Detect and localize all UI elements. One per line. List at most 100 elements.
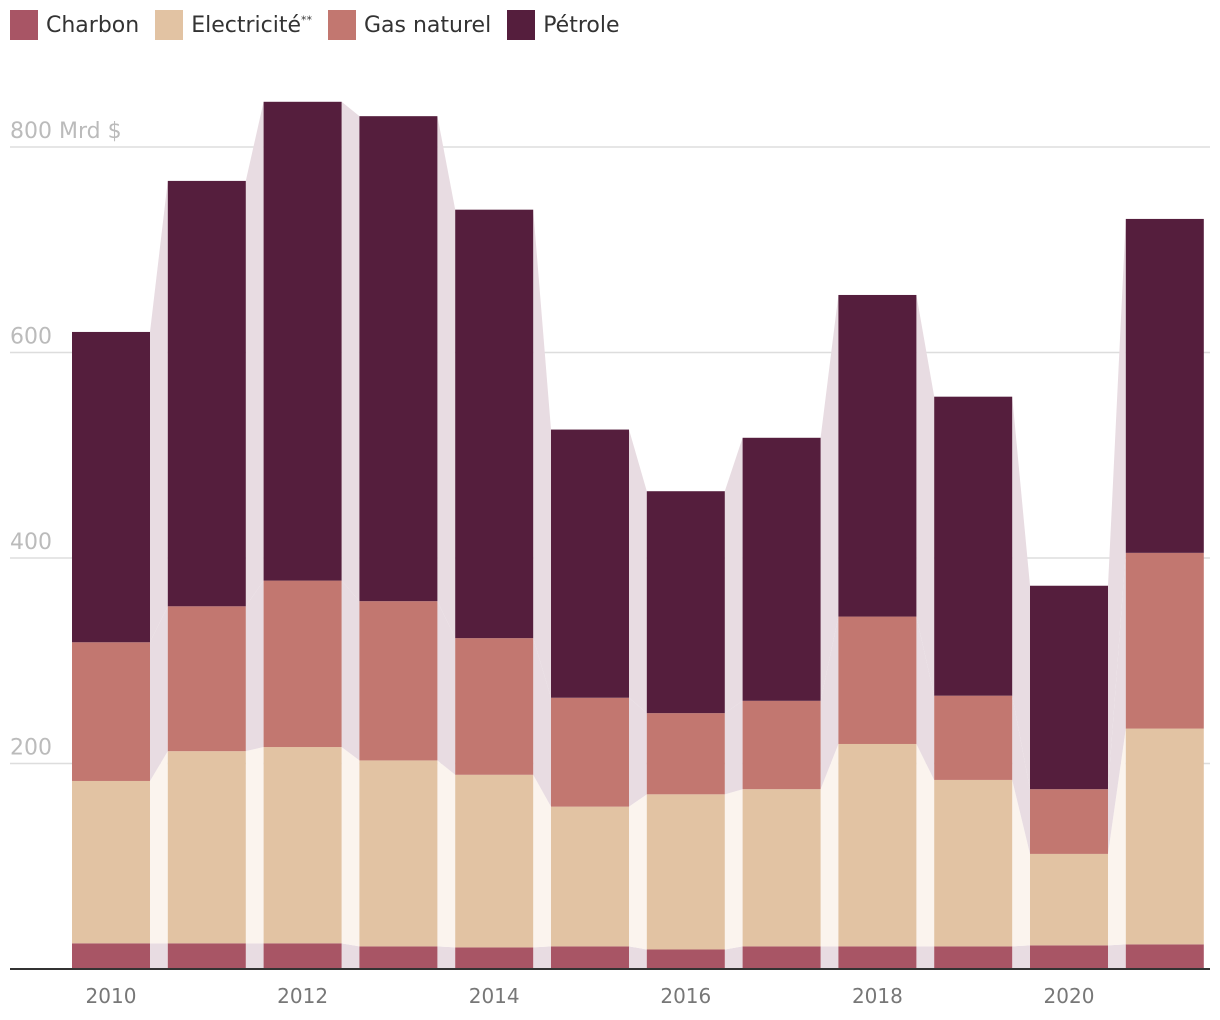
connector-2016-electricit <box>724 789 743 950</box>
bar-2010-ptrole <box>72 331 150 643</box>
connector-2012-ptrole <box>341 101 360 602</box>
bar-2016-ptrole <box>646 491 725 714</box>
bar-2015-charbon <box>551 946 629 969</box>
bar-2020-gasnaturel <box>1030 789 1108 854</box>
connector-2020-ptrole <box>1108 218 1126 790</box>
bar-2021-electricit <box>1125 728 1204 945</box>
bar-2015-electricit <box>551 806 629 947</box>
connector-2018-gasnaturel <box>916 616 935 780</box>
connector-2016-ptrole <box>724 437 743 714</box>
bar-2020-electricit <box>1030 853 1108 946</box>
legend-label-petrole: Pétrole <box>543 12 620 38</box>
connector-2012-charbon <box>341 943 360 969</box>
bar-2017-electricit <box>742 789 821 947</box>
x-tick-label-2010: 2010 <box>86 984 137 1008</box>
bar-2013-charbon <box>359 946 438 969</box>
bar-2018-gasnaturel <box>838 616 917 744</box>
bar-2018-electricit <box>838 743 917 947</box>
bar-2015-gasnaturel <box>551 697 629 807</box>
bar-2020-ptrole <box>1030 585 1108 790</box>
connector-2013-electricit <box>437 760 456 948</box>
bar-2012-gasnaturel <box>263 580 342 748</box>
bar-2013-ptrole <box>359 116 438 602</box>
bar-2018-charbon <box>838 946 917 969</box>
connector-2014-electricit <box>533 774 551 948</box>
bar-2011-gasnaturel <box>167 606 246 752</box>
bar-2021-charbon <box>1125 944 1204 969</box>
connector-2010-charbon <box>150 943 168 969</box>
connector-2016-charbon <box>724 946 743 969</box>
legend-label-gas-naturel: Gas naturel <box>364 12 492 38</box>
connector-2011-electricit <box>245 747 264 944</box>
connector-2014-ptrole <box>533 209 551 698</box>
connector-2018-ptrole <box>916 294 935 696</box>
bar-2019-charbon <box>934 946 1013 969</box>
connector-2016-gasnaturel <box>724 700 743 795</box>
connector-2011-gasnaturel <box>245 580 264 752</box>
connector-2017-charbon <box>820 946 839 969</box>
bar-2019-electricit <box>934 779 1013 947</box>
x-tick-label-2012: 2012 <box>277 984 328 1008</box>
bar-2017-charbon <box>742 946 821 969</box>
legend-swatch-petrole <box>507 10 536 40</box>
connector-2010-ptrole <box>150 180 168 643</box>
bar-2013-electricit <box>359 760 438 947</box>
bar-2010-charbon <box>72 943 150 969</box>
connector-2015-electricit <box>629 794 647 950</box>
legend-item-gas-naturel: Gas naturel <box>328 10 491 40</box>
bar-2014-gasnaturel <box>455 638 534 775</box>
bar-2016-gasnaturel <box>646 713 725 795</box>
bar-2014-charbon <box>455 947 534 969</box>
bar-2011-charbon <box>167 943 246 969</box>
bar-2020-charbon <box>1030 945 1108 969</box>
connector-2019-gasnaturel <box>1012 695 1030 854</box>
connector-2014-gasnaturel <box>533 638 551 807</box>
y-tick-label-200: 200 <box>10 736 52 761</box>
bar-2010-electricit <box>72 780 150 944</box>
legend-swatch-gas-naturel <box>328 10 356 40</box>
legend-item-electricite: Electricité** <box>155 10 312 40</box>
connector-2010-gasnaturel <box>150 606 168 781</box>
legend-label-charbon: Charbon <box>46 12 140 38</box>
bar-2017-ptrole <box>742 437 821 701</box>
connector-2012-electricit <box>341 747 360 947</box>
connector-2015-gasnaturel <box>629 697 647 807</box>
bar-2014-electricit <box>455 774 534 948</box>
connector-2018-charbon <box>916 946 935 969</box>
connector-2020-charbon <box>1108 944 1126 969</box>
connector-2017-ptrole <box>820 294 839 701</box>
connector-2020-electricit <box>1108 728 1126 946</box>
connector-2018-electricit <box>916 743 935 947</box>
connector-2014-charbon <box>533 946 551 969</box>
legend-label-electricite: Electricité** <box>191 12 312 38</box>
x-tick-label-2020: 2020 <box>1044 984 1095 1008</box>
bar-2021-ptrole <box>1125 218 1204 553</box>
legend-swatch-charbon <box>10 10 38 40</box>
connector-2013-charbon <box>437 946 456 969</box>
connector-2017-electricit <box>820 743 839 947</box>
connector-2012-gasnaturel <box>341 580 360 761</box>
x-tick-label-2014: 2014 <box>469 984 520 1008</box>
bar-2016-electricit <box>646 794 725 950</box>
legend-swatch-electricite <box>155 10 184 40</box>
bar-2021-gasnaturel <box>1125 552 1204 729</box>
legend-item-charbon: Charbon <box>10 10 139 40</box>
connector-2013-ptrole <box>437 116 456 639</box>
bar-2019-gasnaturel <box>934 695 1013 780</box>
bar-2012-charbon <box>263 943 342 969</box>
connector-2017-gasnaturel <box>820 616 839 790</box>
bar-2012-ptrole <box>263 101 342 581</box>
connector-2015-ptrole <box>629 429 647 714</box>
connector-2013-gasnaturel <box>437 601 456 775</box>
bar-2018-ptrole <box>838 294 917 617</box>
bar-layer <box>72 101 1204 969</box>
bar-2017-gasnaturel <box>742 700 821 790</box>
connector-2011-ptrole <box>245 101 264 607</box>
bar-2010-gasnaturel <box>72 642 150 781</box>
bar-2011-electricit <box>167 751 246 944</box>
y-tick-label-800: 800 Mrd $ <box>10 119 122 144</box>
bar-2019-ptrole <box>934 396 1013 696</box>
connector-2019-charbon <box>1012 945 1030 969</box>
